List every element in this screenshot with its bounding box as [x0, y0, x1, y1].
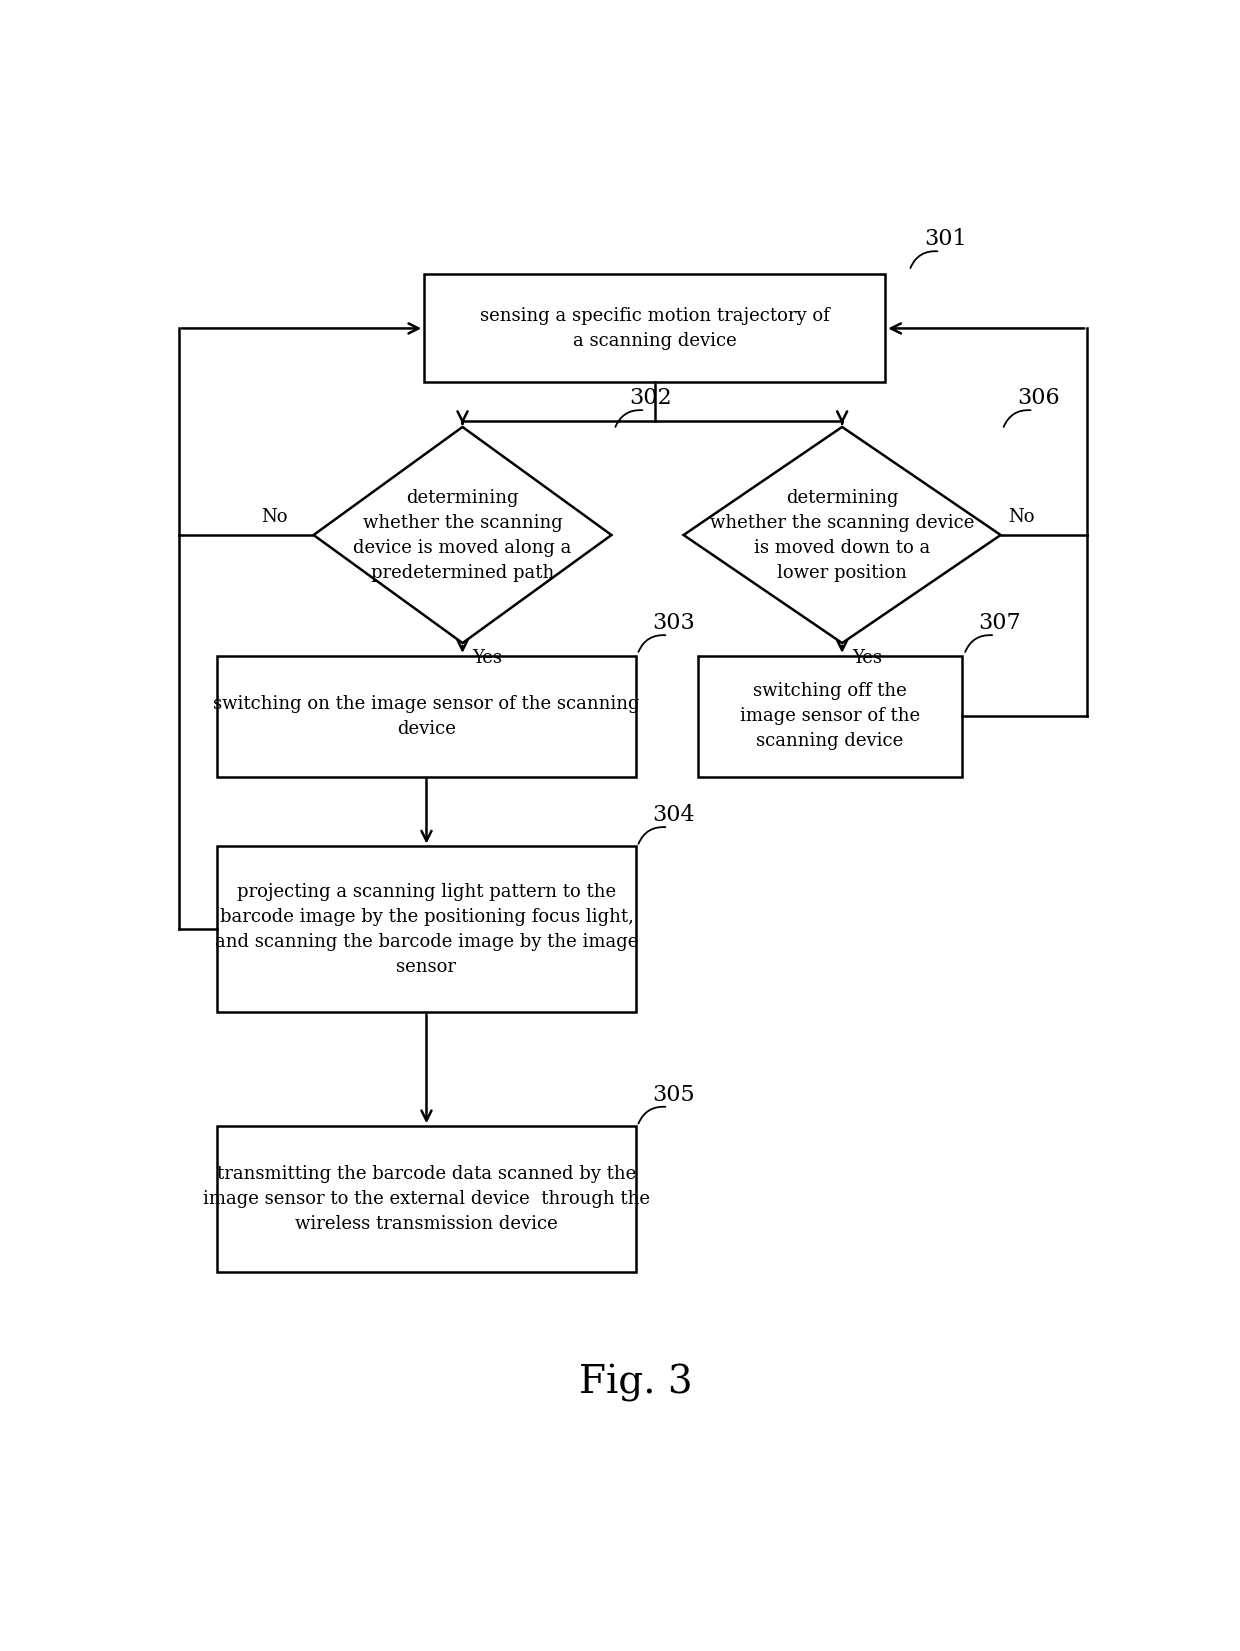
Text: switching on the image sensor of the scanning
device: switching on the image sensor of the sca… [213, 695, 640, 738]
Text: Yes: Yes [472, 649, 502, 667]
Text: transmitting the barcode data scanned by the
image sensor to the external device: transmitting the barcode data scanned by… [203, 1166, 650, 1233]
Polygon shape [314, 428, 611, 644]
Text: 305: 305 [652, 1083, 694, 1106]
Text: 301: 301 [924, 228, 966, 251]
FancyBboxPatch shape [217, 1126, 635, 1273]
Text: sensing a specific motion trajectory of
a scanning device: sensing a specific motion trajectory of … [480, 307, 830, 350]
FancyBboxPatch shape [217, 655, 635, 776]
Text: Yes: Yes [852, 649, 882, 667]
Text: 303: 303 [652, 613, 694, 634]
Text: determining
whether the scanning device
is moved down to a
lower position: determining whether the scanning device … [711, 489, 975, 581]
Text: switching off the
image sensor of the
scanning device: switching off the image sensor of the sc… [740, 682, 920, 750]
Text: No: No [1008, 509, 1035, 527]
Text: 304: 304 [652, 804, 694, 826]
Polygon shape [683, 428, 1001, 644]
Text: determining
whether the scanning
device is moved along a
predetermined path: determining whether the scanning device … [353, 489, 572, 581]
Text: 302: 302 [629, 386, 671, 409]
FancyBboxPatch shape [698, 655, 962, 776]
Text: Fig. 3: Fig. 3 [579, 1364, 692, 1402]
Text: 306: 306 [1017, 386, 1060, 409]
Text: No: No [260, 509, 288, 527]
Text: projecting a scanning light pattern to the
barcode image by the positioning focu: projecting a scanning light pattern to t… [215, 883, 639, 976]
Text: 307: 307 [978, 613, 1022, 634]
FancyBboxPatch shape [424, 274, 885, 383]
FancyBboxPatch shape [217, 847, 635, 1012]
